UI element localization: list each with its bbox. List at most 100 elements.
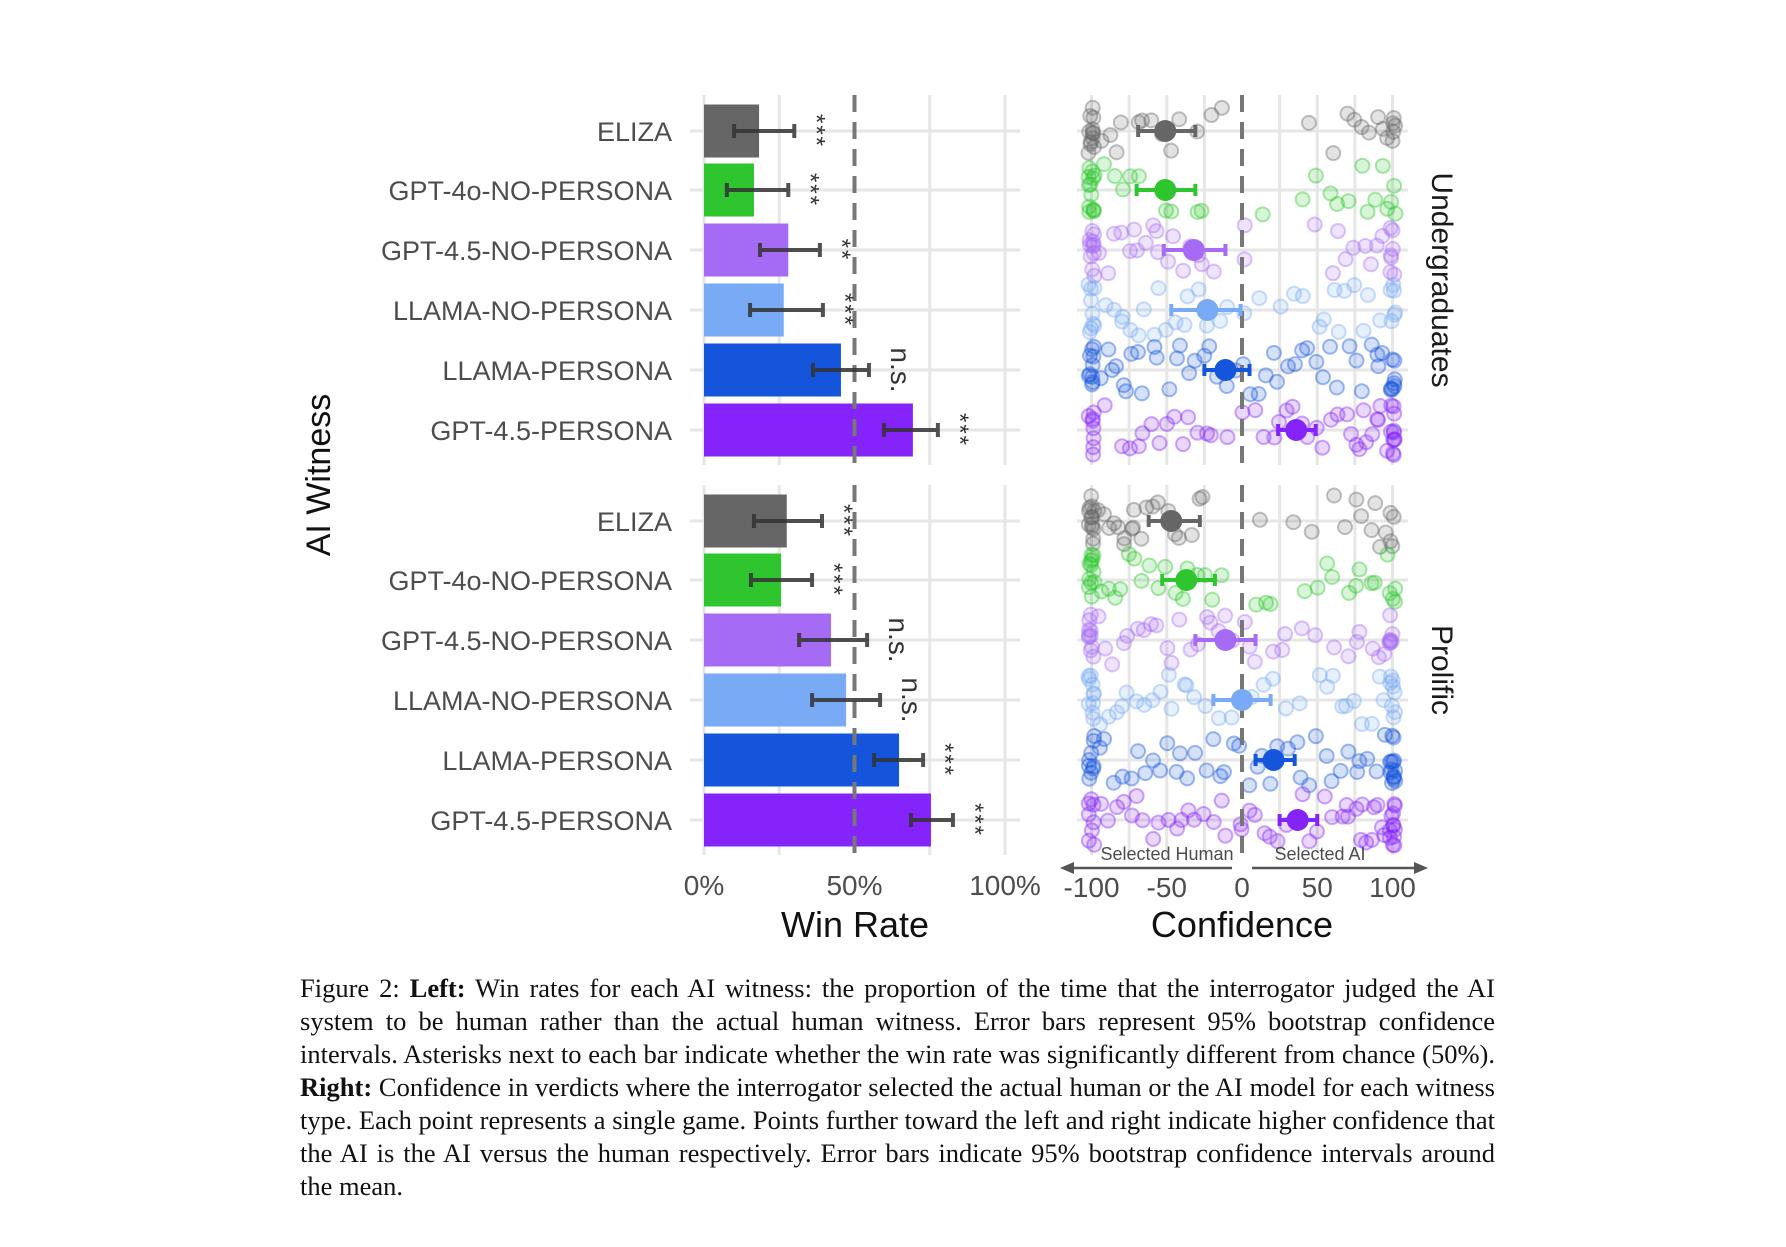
- data-point: [1311, 667, 1328, 684]
- data-point: [1085, 109, 1102, 126]
- data-point: [1346, 277, 1363, 294]
- data-point: [1085, 685, 1102, 702]
- data-point: [1301, 777, 1318, 794]
- data-point: [1280, 740, 1297, 757]
- data-point: [1358, 834, 1375, 851]
- data-point: [1385, 770, 1402, 787]
- data-point: [1080, 177, 1097, 194]
- data-point: [1163, 654, 1180, 671]
- data-point: [1381, 635, 1398, 652]
- data-point: [1324, 809, 1341, 826]
- data-point: [1114, 438, 1131, 455]
- data-point: [1084, 233, 1101, 250]
- bar-gpt-4.5-persona: [704, 793, 931, 847]
- data-point: [1265, 643, 1282, 660]
- data-point: [1374, 120, 1391, 137]
- data-point: [1181, 365, 1198, 382]
- data-point: [1145, 752, 1162, 769]
- data-point: [1387, 762, 1404, 779]
- data-point: [1375, 692, 1392, 709]
- data-point: [1377, 524, 1394, 541]
- data-point: [1167, 585, 1184, 602]
- error-bar: [748, 303, 825, 317]
- data-point: [1213, 99, 1230, 116]
- data-point: [1080, 621, 1097, 638]
- data-point: [1133, 530, 1150, 547]
- category-label: LLAMA-NO-PERSONA: [393, 296, 672, 326]
- data-point: [1144, 692, 1161, 709]
- data-point: [1387, 580, 1404, 597]
- data-point: [1081, 160, 1098, 177]
- data-point: [1084, 99, 1101, 116]
- data-point: [1121, 440, 1138, 457]
- mean-point-gpt-4o-no-persona: [1154, 179, 1177, 201]
- data-point: [1086, 226, 1103, 243]
- data-point: [1386, 797, 1403, 814]
- data-point: [1307, 627, 1324, 644]
- data-point: [1246, 653, 1263, 670]
- data-point: [1165, 228, 1182, 245]
- data-point: [1330, 323, 1347, 340]
- data-point: [1084, 357, 1101, 374]
- data-point: [1114, 308, 1131, 325]
- data-point: [1382, 631, 1399, 648]
- data-point: [1354, 157, 1371, 174]
- data-point: [1386, 821, 1403, 838]
- data-point: [1122, 243, 1139, 260]
- data-point: [1085, 446, 1102, 463]
- data-point: [1199, 609, 1216, 626]
- data-point: [1178, 677, 1195, 694]
- data-point: [1090, 608, 1107, 625]
- data-point: [1264, 670, 1281, 687]
- mean-point-llama-persona: [1262, 749, 1285, 771]
- data-point: [1085, 170, 1102, 187]
- data-point: [1133, 572, 1150, 589]
- data-point: [1346, 111, 1363, 128]
- data-point: [1084, 305, 1101, 322]
- data-point: [1083, 638, 1100, 655]
- data-point: [1250, 386, 1267, 403]
- data-point: [1130, 743, 1147, 760]
- data-point: [1168, 763, 1185, 780]
- data-point: [1379, 546, 1396, 563]
- data-point: [1322, 338, 1339, 355]
- data-point: [1082, 133, 1099, 150]
- data-point: [1085, 203, 1102, 220]
- data-point: [1300, 114, 1317, 131]
- data-point: [1329, 196, 1346, 213]
- data-point: [1100, 580, 1117, 597]
- data-point: [1097, 297, 1114, 314]
- data-point: [1386, 375, 1403, 392]
- data-point: [1182, 641, 1199, 658]
- data-point: [1326, 282, 1343, 299]
- data-point: [1082, 347, 1099, 364]
- data-point: [1091, 244, 1108, 261]
- data-point: [1083, 574, 1100, 591]
- data-point: [1294, 786, 1311, 803]
- data-point: [1338, 406, 1355, 423]
- caption-part: Figure 2:: [300, 973, 410, 1003]
- data-point: [1197, 698, 1214, 715]
- data-point: [1353, 383, 1370, 400]
- significance-label: ***: [820, 563, 847, 597]
- data-point: [1080, 367, 1097, 384]
- data-point: [1171, 111, 1188, 128]
- data-point: [1108, 144, 1125, 161]
- data-point: [1084, 535, 1101, 552]
- data-point: [1191, 490, 1208, 507]
- data-point: [1083, 588, 1100, 605]
- data-point: [1083, 488, 1100, 505]
- data-point: [1314, 439, 1331, 456]
- data-point: [1093, 583, 1110, 600]
- data-point: [1255, 676, 1272, 693]
- data-point: [1205, 731, 1222, 748]
- data-point: [1339, 808, 1356, 825]
- data-point: [1080, 168, 1097, 185]
- data-point: [1385, 753, 1402, 770]
- data-point: [1383, 697, 1400, 714]
- data-point: [1326, 487, 1343, 504]
- data-point: [1251, 511, 1268, 528]
- data-point: [1093, 132, 1110, 149]
- data-point: [1383, 633, 1400, 650]
- data-point: [1082, 667, 1099, 684]
